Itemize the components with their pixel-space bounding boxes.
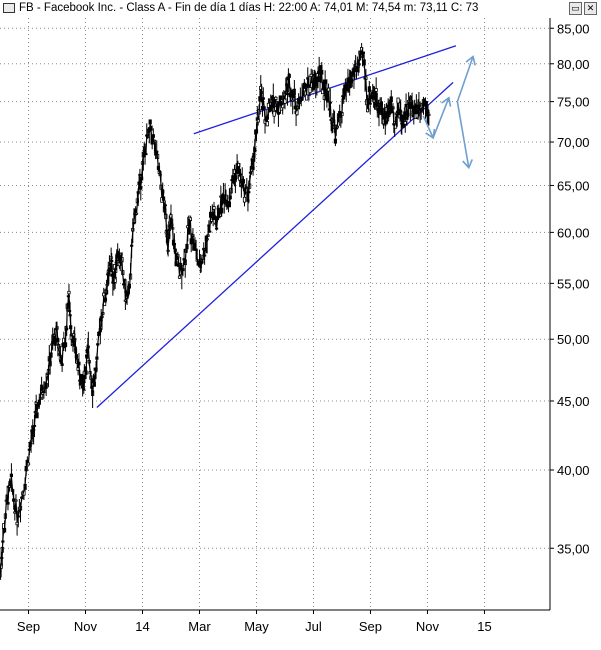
y-tick-label: 70,00	[557, 135, 590, 150]
x-tick-label: 15	[477, 619, 491, 634]
y-tick-label: 80,00	[557, 57, 590, 72]
chart-window-icon	[3, 2, 15, 13]
x-tick-label: Jul	[305, 619, 322, 634]
x-tick-label: Nov	[416, 619, 440, 634]
trend-line	[96, 81, 454, 408]
y-axis: 35,00 40,00 45,00 50,00 55,00 60,00 65,00 70,00…	[550, 21, 590, 556]
price-series	[0, 43, 431, 580]
x-tick-label: May	[244, 619, 269, 634]
x-tick-label: 14	[135, 619, 149, 634]
close-icon[interactable]: ✕	[584, 2, 597, 15]
y-tick-label: 60,00	[557, 225, 590, 240]
x-tick-label: Nov	[74, 619, 98, 634]
x-tick-label: Sep	[359, 619, 382, 634]
forecast-arrow	[456, 101, 473, 170]
chart-header: FB - Facebook Inc. - Class A - Fin de dí…	[0, 0, 560, 17]
x-tick-label: Mar	[188, 619, 211, 634]
window-buttons: ▭ ✕	[567, 2, 597, 16]
forecast-arrow	[432, 96, 452, 139]
y-tick-label: 35,00	[557, 541, 590, 556]
chart-title: FB - Facebook Inc. - Class A - Fin de dí…	[19, 2, 479, 14]
x-axis: Sep Nov 14 Mar May Jul Sep Nov 15	[17, 610, 492, 634]
price-bar	[139, 186, 143, 201]
restore-icon[interactable]: ▭	[569, 2, 582, 15]
y-tick-label: 45,00	[557, 394, 590, 409]
y-tick-label: 75,00	[557, 95, 590, 110]
y-tick-label: 85,00	[557, 21, 590, 36]
y-tick-label: 40,00	[557, 463, 590, 478]
price-line	[0, 49, 430, 575]
y-tick-label: 55,00	[557, 276, 590, 291]
y-tick-label: 65,00	[557, 178, 590, 193]
price-bar	[326, 83, 331, 92]
forecast-arrow	[456, 55, 476, 102]
price-bar	[374, 77, 378, 94]
forecast-arrows	[422, 55, 476, 170]
x-tick-label: Sep	[17, 619, 40, 634]
y-tick-label: 50,00	[557, 332, 590, 347]
